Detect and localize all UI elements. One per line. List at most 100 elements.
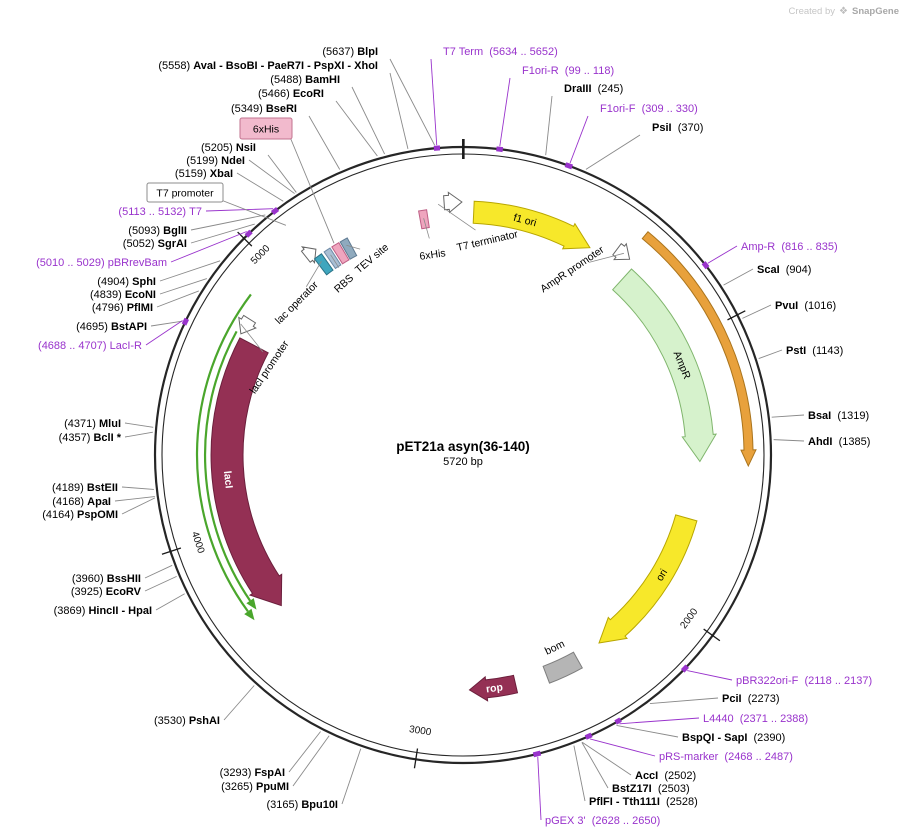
site-label-pflfi-tth111i[interactable]: PflFI - Tth111I (2528): [589, 796, 698, 808]
site-label-scai[interactable]: ScaI (904): [757, 264, 811, 276]
site-label-ahdi[interactable]: AhdI (1385): [808, 436, 870, 448]
site-label-pflmi[interactable]: (4796) PflMI: [92, 302, 153, 314]
site-label-bsshii[interactable]: (3960) BssHII: [72, 573, 141, 585]
leader-bamhi: [351, 86, 386, 155]
feature-ampr[interactable]: [611, 268, 718, 463]
orf-arc-1[interactable]: [195, 293, 252, 613]
leader-f1ori-f: [569, 115, 589, 164]
leader-ndei: [248, 159, 295, 194]
site-label-blpi[interactable]: (5637) BlpI: [322, 46, 378, 58]
site-label-bsteii[interactable]: (4189) BstEII: [52, 482, 118, 494]
site-label-psii[interactable]: PsiI (370): [652, 122, 703, 134]
feature-label-lac-operator[interactable]: lac operator: [273, 279, 321, 327]
site-label-bstz17i[interactable]: BstZ17I (2503): [612, 783, 690, 795]
site-label-pbrrevbam[interactable]: (5010 .. 5029) pBRrevBam: [36, 257, 167, 269]
feature-terminator-arrow[interactable]: [443, 191, 463, 214]
feature-label-bom[interactable]: bom: [543, 638, 567, 658]
primer-site-laci-r[interactable]: [181, 317, 190, 326]
site-label-l4440[interactable]: L4440 (2371 .. 2388): [703, 713, 808, 725]
feature-ampr-outer-arc[interactable]: [641, 230, 757, 468]
site-label-amp-r[interactable]: Amp-R (816 .. 835): [741, 241, 838, 253]
feature-his6-n-box[interactable]: [331, 242, 350, 265]
feature-f1-ori[interactable]: [472, 200, 591, 250]
site-label-mlui[interactable]: (4371) MluI: [64, 418, 121, 430]
site-label-pvui[interactable]: PvuI (1016): [775, 300, 836, 312]
feature-callout-6xhis[interactable]: [239, 117, 293, 140]
primer-site-t7[interactable]: [270, 207, 280, 215]
site-label-draiii[interactable]: DraIII (245): [564, 83, 623, 95]
site-label-sgrai[interactable]: (5052) SgrAI: [123, 238, 187, 250]
leader-ecori: [335, 100, 378, 157]
site-label-t7[interactable]: (5113 .. 5132) T7: [118, 206, 202, 218]
feature-label-laci[interactable]: lacI: [221, 470, 235, 489]
leader-pbrrevbam: [170, 231, 247, 263]
feature-label-ori[interactable]: ori: [654, 567, 670, 583]
feature-callout-t7-promoter[interactable]: [146, 182, 224, 203]
feature-label-rop[interactable]: rop: [485, 681, 503, 695]
primer-site-amp-r[interactable]: [701, 261, 710, 270]
feature-laci-promoter-arrow[interactable]: [238, 314, 257, 335]
site-label-ndei[interactable]: (5199) NdeI: [186, 155, 245, 167]
primer-site-f1ori-f[interactable]: [564, 162, 574, 170]
feature-tev-box[interactable]: [339, 237, 358, 260]
primer-site-pbrrevbam[interactable]: [244, 229, 253, 238]
primer-site-t7-term[interactable]: [433, 145, 441, 151]
site-label-xbai[interactable]: (5159) XbaI: [175, 168, 233, 180]
site-label-avai-bsobi-paer7i-pspxi-xhoi[interactable]: (5558) AvaI - BsoBI - PaeR7I - PspXI - X…: [158, 60, 378, 72]
site-label-pspomi[interactable]: (4164) PspOMI: [42, 509, 118, 521]
site-label-f1ori-f[interactable]: F1ori-F (309 .. 330): [600, 103, 698, 115]
feature-label-6xhis[interactable]: 6xHis: [419, 247, 447, 263]
site-label-ecori[interactable]: (5466) EcoRI: [258, 88, 324, 100]
primer-site-prs-marker[interactable]: [584, 732, 593, 740]
feature-lac-operator-box[interactable]: [313, 253, 334, 276]
site-label-t7-term[interactable]: T7 Term (5634 .. 5652): [443, 46, 558, 58]
site-label-ecorv[interactable]: (3925) EcoRV: [71, 586, 142, 598]
site-label-hincii-hpai[interactable]: (3869) HincII - HpaI: [54, 605, 152, 617]
site-label-bseri[interactable]: (5349) BseRI: [231, 103, 297, 115]
site-label-pshai[interactable]: (3530) PshAI: [154, 715, 220, 727]
feature-ori[interactable]: [598, 514, 698, 644]
site-label-pbr322ori-f[interactable]: pBR322ori-F (2118 .. 2137): [736, 675, 872, 687]
site-label-pcii[interactable]: PciI (2273): [722, 693, 780, 705]
primer-site-pgex-3[interactable]: [532, 750, 542, 758]
feature-label-f1-ori[interactable]: f1 ori: [512, 212, 538, 230]
feature-callout-label-6xhis[interactable]: 6xHis: [253, 123, 279, 135]
orf-arc-2[interactable]: [203, 330, 252, 602]
site-label-f1ori-r[interactable]: F1ori-R (99 .. 118): [522, 65, 614, 77]
feature-rop[interactable]: [468, 674, 519, 702]
feature-callout-label-t7-promoter[interactable]: T7 promoter: [156, 187, 214, 199]
site-label-apai[interactable]: (4168) ApaI: [52, 496, 111, 508]
site-label-psti[interactable]: PstI (1143): [786, 345, 843, 357]
site-label-pgex-3[interactable]: pGEX 3' (2628 .. 2650): [545, 815, 660, 827]
feature-ampr-promoter-arrow[interactable]: [612, 242, 631, 261]
site-label-prs-marker[interactable]: pRS-marker (2468 .. 2487): [659, 751, 793, 763]
feature-label-ampr-promoter[interactable]: AmpR promoter: [538, 244, 607, 296]
site-label-bamhi[interactable]: (5488) BamHI: [270, 74, 340, 86]
site-label-fspai[interactable]: (3293) FspAI: [220, 767, 285, 779]
site-label-laci-r[interactable]: (4688 .. 4707) LacI-R: [38, 340, 142, 352]
watermark-created-by: Created by: [788, 6, 836, 17]
site-label-acci[interactable]: AccI (2502): [635, 770, 696, 782]
feature-label-tev-site[interactable]: TEV site: [353, 241, 391, 276]
site-label-ppumi[interactable]: (3265) PpuMI: [221, 781, 289, 793]
site-label-bcli[interactable]: (4357) BclI *: [59, 432, 122, 444]
primer-site-l4440[interactable]: [614, 717, 622, 725]
site-label-nsii[interactable]: (5205) NsiI: [201, 142, 256, 154]
site-label-bpu10i[interactable]: (3165) Bpu10I: [266, 799, 338, 811]
site-label-bglii[interactable]: (5093) BglII: [128, 225, 187, 237]
feature-label-t7-terminator[interactable]: T7 terminator: [456, 228, 520, 254]
site-label-econi[interactable]: (4839) EcoNI: [90, 289, 156, 301]
feature-t7-promoter-arrow[interactable]: [300, 246, 317, 264]
feature-laci[interactable]: [210, 337, 283, 607]
primer-site-pbr322ori-f[interactable]: [680, 664, 690, 673]
leader-t7-promoter-callout: [220, 199, 287, 226]
feature-label-rbs[interactable]: RBS: [332, 272, 356, 295]
leader-lac-operator: [305, 260, 322, 287]
feature-bom[interactable]: [542, 651, 583, 684]
primer-site-f1ori-r[interactable]: [496, 146, 504, 153]
site-label-bspqi-sapi[interactable]: BspQI - SapI (2390): [682, 732, 785, 744]
site-label-bsai[interactable]: BsaI (1319): [808, 410, 869, 422]
leader-fspai: [288, 731, 321, 773]
site-label-sphi[interactable]: (4904) SphI: [97, 276, 156, 288]
site-label-bstapi[interactable]: (4695) BstAPI: [76, 321, 147, 333]
